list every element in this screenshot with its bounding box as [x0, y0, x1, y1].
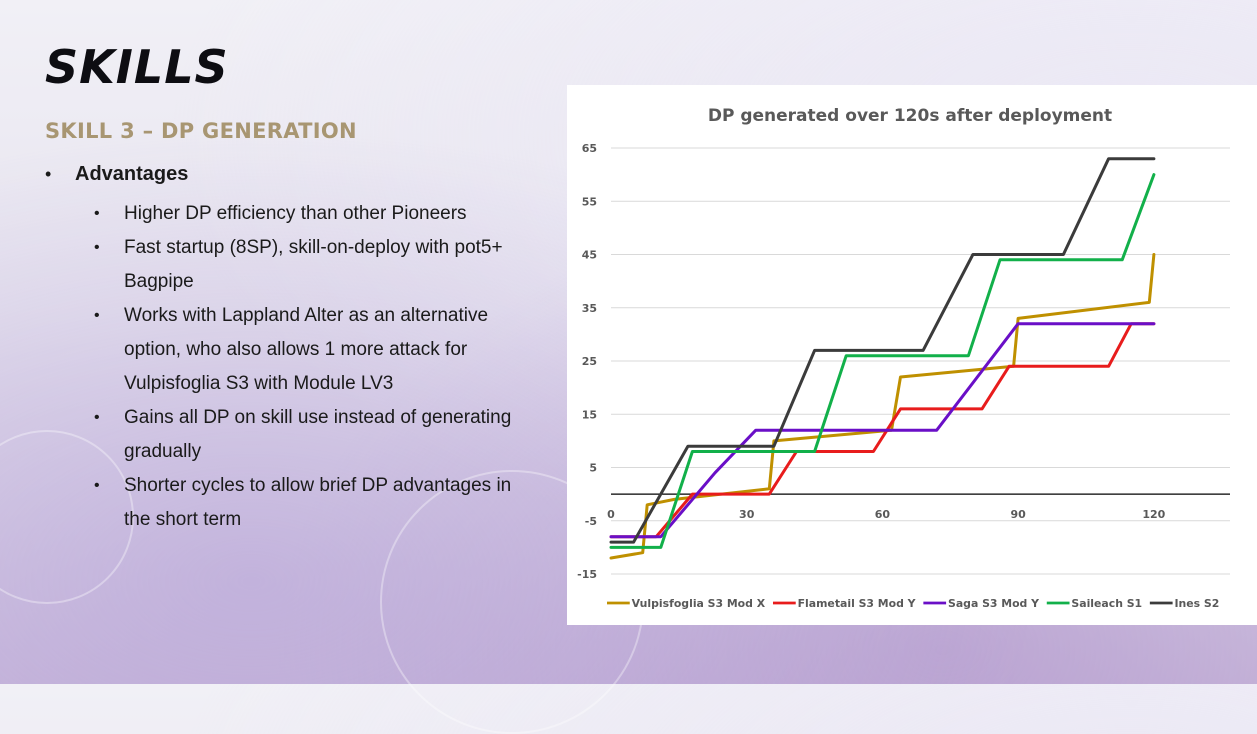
bullet-text: Higher DP efficiency than other Pioneers: [124, 203, 467, 224]
legend-item: Vulpisfoglia S3 Mod X: [607, 597, 766, 610]
y-tick-label: -5: [585, 515, 597, 528]
bullet-icon: •: [94, 477, 100, 494]
bullet-list: • Advantages • Higher DP efficiency than…: [45, 163, 535, 537]
bullet-icon: •: [94, 205, 100, 222]
bullet-item: • Shorter cycles to allow brief DP advan…: [94, 469, 535, 537]
bullet-item: • Works with Lappland Alter as an altern…: [94, 299, 535, 401]
y-tick-label: 15: [582, 408, 597, 421]
chart-series: [609, 157, 1156, 560]
slide-title: SKILLS: [45, 40, 229, 94]
bullet-item: • Higher DP efficiency than other Pionee…: [94, 197, 535, 231]
chart-gridlines: [611, 147, 1230, 575]
chart-legend: Vulpisfoglia S3 Mod X Flametail S3 Mod Y S…: [607, 597, 1219, 610]
bullet-text: Shorter cycles to allow brief DP advanta…: [124, 475, 512, 530]
y-tick-label: 45: [582, 249, 597, 262]
bullet-icon: •: [94, 409, 100, 426]
legend-label: Saga S3 Mod Y: [948, 597, 1039, 610]
y-tick-label: 25: [582, 355, 597, 368]
bullet-text: Gains all DP on skill use instead of gen…: [124, 407, 512, 462]
series-line-1: [609, 253, 1156, 560]
y-tick-label: -15: [577, 568, 597, 581]
chart-axes: 65 55 45 35 25 15 5 -5 -15 0 30 60 90 120: [577, 142, 1230, 581]
series-line-4: [609, 173, 1156, 549]
legend-item: Ines S2: [1149, 597, 1219, 610]
legend-item: Saga S3 Mod Y: [923, 597, 1039, 610]
bullet-text: Fast startup (8SP), skill-on-deploy with…: [124, 237, 503, 292]
advantages-heading-row: • Advantages: [45, 163, 535, 197]
x-tick-label: 120: [1142, 508, 1165, 521]
legend-item: Flametail S3 Mod Y: [772, 597, 916, 610]
bullet-text: Works with Lappland Alter as an alternat…: [124, 305, 489, 394]
x-tick-label: 0: [607, 508, 615, 521]
bullet-icon: •: [94, 307, 100, 324]
series-line-3: [609, 322, 1156, 539]
legend-label: Ines S2: [1174, 597, 1219, 610]
advantages-heading: Advantages: [75, 163, 189, 185]
bullet-item: • Fast startup (8SP), skill-on-deploy wi…: [94, 231, 535, 299]
chart-title: DP generated over 120s after deployment: [708, 106, 1112, 126]
legend-item: Saileach S1: [1046, 597, 1142, 610]
x-tick-label: 30: [739, 508, 755, 521]
bullet-icon: •: [94, 239, 100, 256]
legend-label: Vulpisfoglia S3 Mod X: [632, 597, 766, 610]
x-tick-label: 60: [875, 508, 891, 521]
section-title: SKILL 3 – DP GENERATION: [45, 119, 357, 143]
legend-label: Flametail S3 Mod Y: [798, 597, 916, 610]
bullet-icon: •: [45, 164, 52, 184]
y-tick-label: 65: [582, 142, 597, 155]
legend-label: Saileach S1: [1071, 597, 1142, 610]
chart-panel: DP generated over 120s after deployment …: [567, 85, 1257, 625]
series-line-2: [609, 322, 1156, 539]
y-tick-label: 35: [582, 302, 597, 315]
bullet-item: • Gains all DP on skill use instead of g…: [94, 401, 535, 469]
line-chart: DP generated over 120s after deployment …: [577, 106, 1230, 610]
x-tick-label: 90: [1010, 508, 1026, 521]
y-tick-label: 5: [589, 462, 597, 475]
series-line-5: [609, 157, 1156, 544]
y-tick-label: 55: [582, 195, 597, 208]
